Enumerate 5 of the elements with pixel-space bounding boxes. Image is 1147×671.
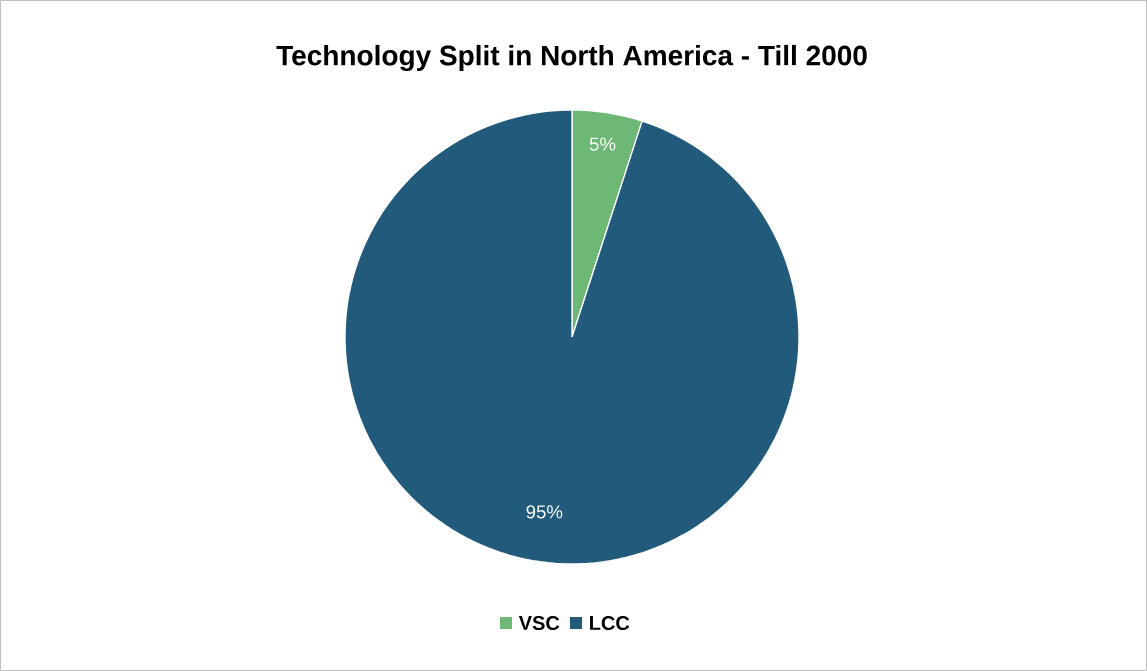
legend-label: VSC — [518, 615, 560, 631]
data-label: 95% — [526, 505, 563, 519]
data-label: 5% — [589, 137, 616, 151]
chart-title: Technology Split in North America - Till 2000 — [276, 44, 867, 72]
legend-label: LCC — [590, 615, 630, 631]
